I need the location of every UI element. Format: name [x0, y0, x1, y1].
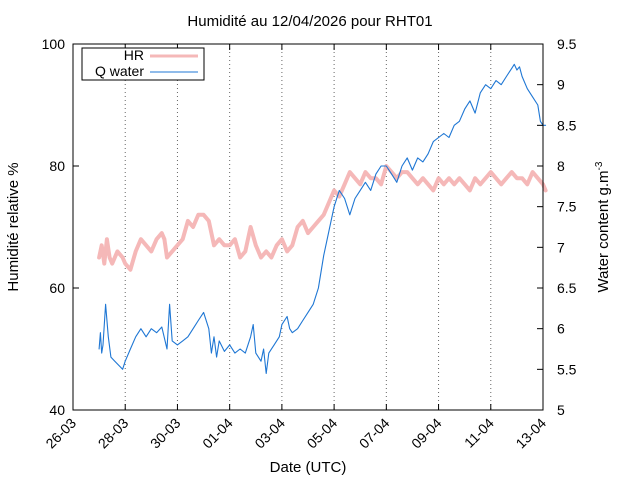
legend-label-qwater: Q water [95, 63, 144, 79]
y-left-tick-label: 80 [49, 158, 65, 174]
legend-label-hr: HR [124, 47, 144, 63]
y-right-tick-label: 6 [557, 321, 565, 337]
y-left-tick-label: 60 [49, 280, 65, 296]
y-axis-right: 5 5.5 6 6.5 7 7.5 8 8.5 9 9.5 [537, 36, 577, 418]
chart-title: Humidité au 12/04/2026 pour RHT01 [187, 13, 432, 30]
legend-box [81, 47, 205, 81]
series-line-hr [97, 164, 548, 272]
plot-frame [72, 43, 544, 411]
y-axis-right-title: Water content g.m-3 [594, 161, 612, 292]
x-axis-title: Date (UTC) [270, 459, 347, 476]
y-right-tick-label: 5.5 [557, 361, 577, 377]
y-right-tick-label: 8.5 [557, 117, 577, 133]
y-left-tick-label: 100 [42, 36, 66, 52]
series-line-qwater [98, 63, 547, 374]
y-right-tick-label: 7 [557, 239, 565, 255]
y-right-tick-label: 8 [557, 158, 565, 174]
y-right-tick-label: 9.5 [557, 36, 577, 52]
y-axis-left: 40 60 80 100 [42, 36, 79, 418]
y-left-tick-label: 40 [49, 402, 65, 418]
series-layer [97, 63, 548, 374]
legend: HR Q water [81, 47, 205, 81]
y-right-tick-label: 6.5 [557, 280, 577, 296]
y-axis-left-title: Humidité relative % [5, 162, 22, 291]
y-right-tick-label: 7.5 [557, 199, 577, 215]
y-axis-right-title-sup: -3 [594, 161, 605, 170]
y-right-tick-label: 5 [557, 402, 565, 418]
y-axis-right-title-main: Water content g.m [595, 170, 612, 292]
y-right-tick-label: 9 [557, 77, 565, 93]
grid-layer [124, 44, 492, 410]
